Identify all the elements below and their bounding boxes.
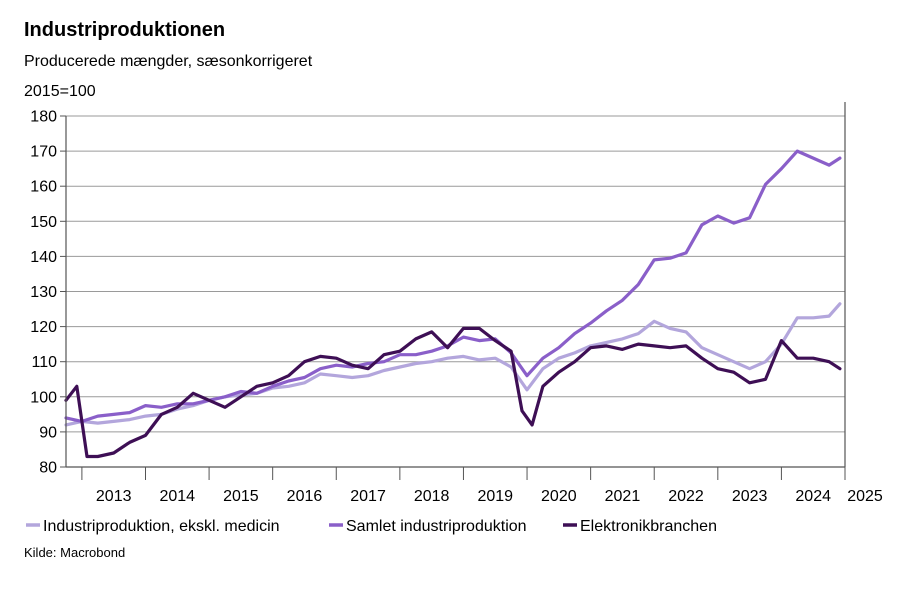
x-tick-label-2017: 2017 xyxy=(350,488,386,505)
source-note: Kilde: Macrobond xyxy=(24,545,126,560)
y-axis-unit-label: 2015=100 xyxy=(24,83,96,100)
plot-frame xyxy=(65,102,846,468)
y-tick-label-140: 140 xyxy=(30,249,57,266)
x-tick-label-2015: 2015 xyxy=(223,488,259,505)
x-tick-label-2018: 2018 xyxy=(414,488,450,505)
y-tick-label-180: 180 xyxy=(30,109,57,126)
gridlines xyxy=(66,115,845,433)
series-line-3 xyxy=(64,326,842,459)
y-tick-label-120: 120 xyxy=(30,319,57,336)
y-tick-label-130: 130 xyxy=(30,284,57,301)
series-lines xyxy=(64,149,842,459)
x-tick-label-2019: 2019 xyxy=(477,488,513,505)
y-axis-ticks: 80 90 100 110 120 130 140 150 160 170 180 xyxy=(30,109,66,477)
y-tick-label-90: 90 xyxy=(39,424,57,441)
x-tick-label-2022: 2022 xyxy=(668,488,704,505)
y-tick-label-150: 150 xyxy=(30,214,57,231)
chart-subtitle: Producerede mængder, sæsonkorrigeret xyxy=(24,53,313,70)
y-tick-label-100: 100 xyxy=(30,389,57,406)
legend-label-2: Samlet industriproduktion xyxy=(346,518,527,535)
chart-title: Industriproduktionen xyxy=(24,19,226,41)
legend: Industriproduktion, ekskl. medicin Samlet… xyxy=(26,518,717,535)
legend-label-3: Elektronikbranchen xyxy=(580,518,717,535)
x-tick-label-2023: 2023 xyxy=(732,488,768,505)
x-tick-label-2013: 2013 xyxy=(96,488,132,505)
y-tick-label-170: 170 xyxy=(30,144,57,161)
x-tick-label-2020: 2020 xyxy=(541,488,577,505)
x-tick-label-2024: 2024 xyxy=(795,488,831,505)
x-tick-label-2016: 2016 xyxy=(287,488,323,505)
x-tick-label-2021: 2021 xyxy=(605,488,641,505)
x-axis-ticks: 2013 2014 2015 2016 2017 2018 2019 2020 2021 2022… xyxy=(81,467,883,505)
series-line-1 xyxy=(64,302,842,427)
series-line-2 xyxy=(64,149,842,423)
y-tick-label-160: 160 xyxy=(30,179,57,196)
x-tick-label-2014: 2014 xyxy=(159,488,195,505)
y-tick-label-80: 80 xyxy=(39,460,57,477)
legend-label-1: Industriproduktion, ekskl. medicin xyxy=(43,518,280,535)
y-tick-label-110: 110 xyxy=(31,354,57,371)
x-tick-label-2025: 2025 xyxy=(847,488,883,505)
